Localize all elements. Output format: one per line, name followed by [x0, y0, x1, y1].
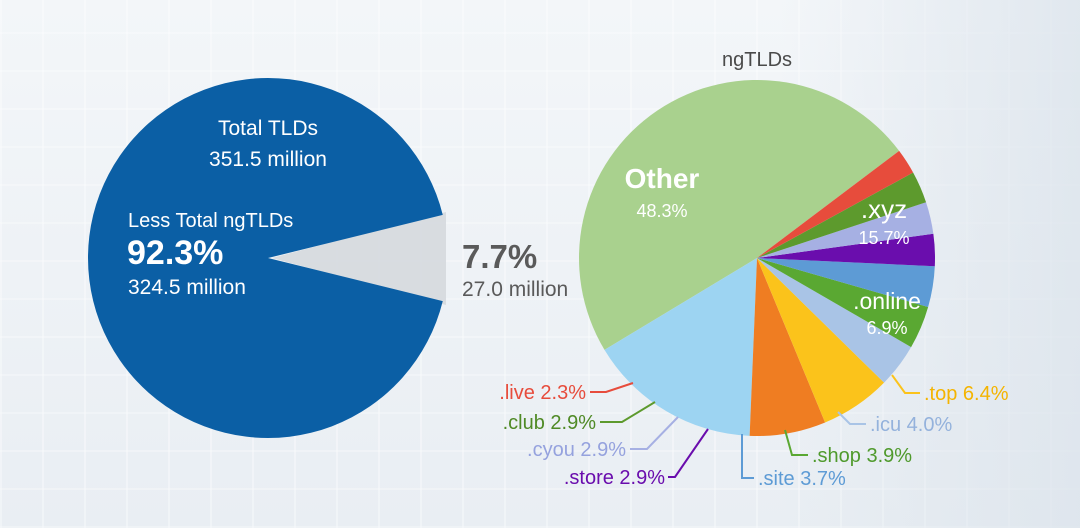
ngtlds-share-value: 27.0 million: [462, 278, 568, 301]
ngtld-slice-live: [757, 150, 914, 258]
leader-club: [600, 401, 656, 423]
slice-label-other: Other: [625, 163, 700, 194]
less-ngtlds-value: 324.5 million: [128, 276, 246, 299]
leader-live: [590, 382, 634, 393]
less-ngtlds-label: Less Total ngTLDs: [128, 210, 293, 232]
slice-less-total-ngtlds: [88, 78, 443, 438]
ngtld-slice-online: [749, 258, 826, 436]
slice-label-top: .top 6.4%: [924, 383, 1009, 405]
leader-icu: [837, 411, 866, 425]
leader-site: [741, 434, 754, 479]
slice-label-store: .store 2.9%: [564, 467, 665, 489]
slice-label-xyz: .xyz: [861, 194, 907, 224]
leader-cyou: [630, 416, 679, 450]
ngtlds-title: ngTLDs: [722, 49, 792, 71]
slice-label-shop: .shop 3.9%: [812, 445, 912, 467]
total-tlds-label: Total TLDs: [218, 117, 318, 140]
ngtld-slice-top: [757, 258, 885, 423]
total-tlds-value: 351.5 million: [209, 148, 327, 171]
ngtlds-share-percent: 7.7%: [462, 238, 537, 275]
ngtld-slice-xyz: [604, 258, 757, 436]
slice-label-site: .site 3.7%: [758, 468, 846, 490]
ngtld-slice-store: [757, 233, 935, 267]
slice-label-club: .club 2.9%: [503, 412, 597, 434]
ngtlds-pie: [579, 80, 935, 436]
leader-lines: [590, 374, 920, 479]
ngtld-slice-club: [757, 172, 927, 258]
ngtld-slice-other: [579, 80, 900, 350]
slice-value-online: 6.9%: [866, 318, 907, 338]
total-tlds-pie: [88, 78, 443, 438]
slice-label-icu: .icu 4.0%: [870, 414, 952, 436]
slice-label-live: .live 2.3%: [499, 382, 586, 404]
ngtld-slice-icu: [757, 258, 912, 383]
ngtld-slice-shop: [757, 258, 929, 348]
connector-wedge: [272, 212, 446, 305]
leader-top: [891, 374, 920, 394]
leader-shop: [784, 429, 808, 456]
slice-value-xyz: 15.7%: [858, 228, 909, 248]
ngtld-slice-site: [757, 258, 935, 307]
leader-store: [668, 428, 709, 478]
slice-label-online: .online: [853, 288, 921, 314]
ngtld-slice-cyou: [757, 202, 934, 258]
less-ngtlds-percent: 92.3%: [127, 234, 223, 272]
slice-label-cyou: .cyou 2.9%: [527, 439, 626, 461]
slice-value-other: 48.3%: [636, 201, 687, 221]
